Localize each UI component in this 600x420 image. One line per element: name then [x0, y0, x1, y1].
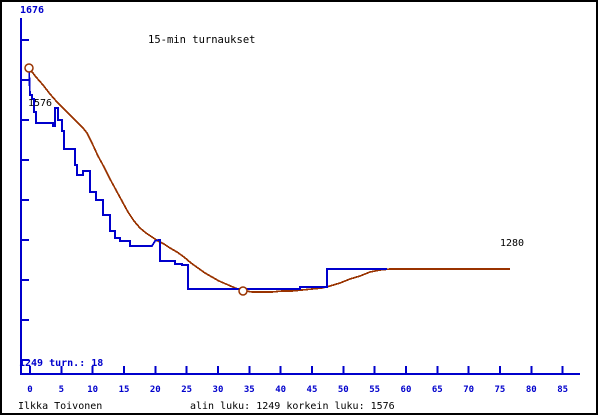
x-tick-label: 45 — [307, 385, 318, 395]
x-tick-label: 85 — [557, 385, 568, 395]
x-tick-label: 55 — [369, 385, 380, 395]
player-name-label: Ilkka Toivonen — [18, 401, 102, 412]
y-axis-min-info-label: 1249 turn.: 18 — [19, 358, 103, 369]
x-tick-label: 50 — [338, 385, 349, 395]
x-tick-label: 40 — [275, 385, 286, 395]
x-tick-label: 30 — [213, 385, 224, 395]
start-rating-label: 1576 — [28, 98, 52, 109]
minimum-point-marker — [238, 286, 248, 296]
y-axis-max-label: 1676 — [20, 5, 44, 16]
start-point-marker — [24, 63, 34, 73]
rating-line-series — [28, 67, 387, 290]
x-axis-ticks: 0 5 10 15 20 25 30 35 40 45 50 55 60 65 70 75 80 85 — [27, 366, 568, 395]
x-tick-label: 25 — [181, 385, 192, 395]
x-tick-label: 20 — [150, 385, 161, 395]
trend-end-rating-label: 1280 — [500, 238, 524, 249]
trend-line-series — [28, 67, 510, 293]
x-tick-label: 10 — [87, 385, 98, 395]
x-tick-label: 15 — [119, 385, 130, 395]
x-tick-label: 75 — [495, 385, 506, 395]
min-max-summary-label: alin luku: 1249 korkein luku: 1576 — [190, 401, 395, 412]
x-tick-label: 35 — [244, 385, 255, 395]
x-tick-label: 65 — [432, 385, 443, 395]
x-tick-label: 70 — [463, 385, 474, 395]
y-axis-ticks — [20, 39, 29, 361]
chart-title: 15-min turnaukset — [148, 34, 255, 46]
x-tick-label: 60 — [401, 385, 412, 395]
x-tick-label: 5 — [59, 385, 64, 395]
x-tick-label: 0 — [27, 385, 32, 395]
x-tick-label: 80 — [526, 385, 537, 395]
